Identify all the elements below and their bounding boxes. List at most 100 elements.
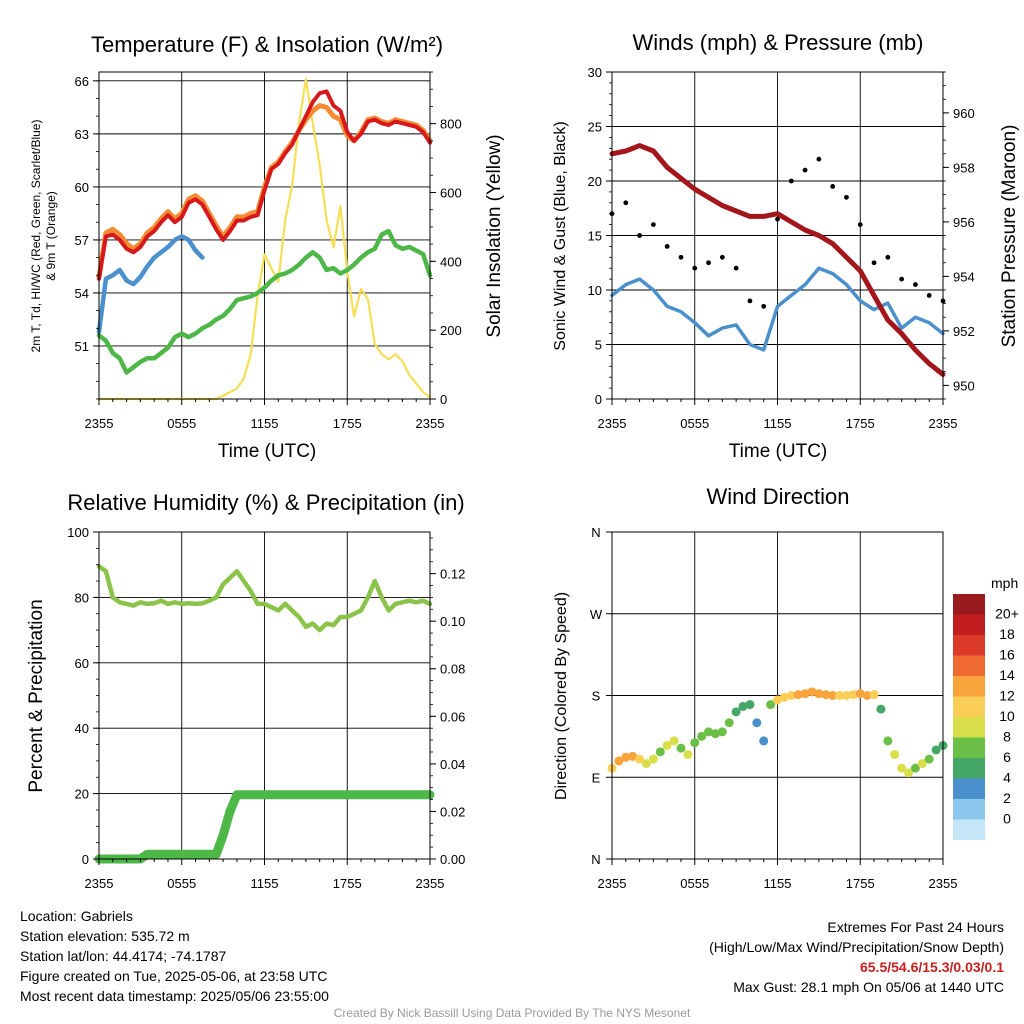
- rh-title: Relative Humidity (%) & Precipitation (i…: [67, 490, 464, 515]
- y-tick-label: N: [591, 852, 600, 867]
- direction-point: [800, 689, 810, 699]
- y-tick-label: 100: [67, 525, 89, 540]
- direction-point: [814, 689, 824, 699]
- gust-point: [678, 254, 684, 260]
- direction-point: [731, 707, 741, 717]
- gust-point: [844, 194, 849, 200]
- gust-point: [899, 276, 905, 282]
- direction-point: [876, 704, 886, 714]
- direction-point: [828, 691, 838, 700]
- direction-point: [807, 687, 817, 697]
- y-tick-label: W: [590, 607, 603, 622]
- x-tick-label: 1755: [846, 876, 875, 891]
- y2-tick-label: 958: [953, 160, 975, 175]
- direction-point: [759, 736, 769, 746]
- direction-point: [683, 750, 693, 760]
- y-tick-label: 80: [75, 590, 89, 605]
- direction-point: [752, 718, 762, 728]
- y-tick-label: S: [592, 689, 601, 704]
- temperature-series: [96, 77, 433, 401]
- direction-point: [717, 727, 727, 737]
- y-tick-label: 63: [75, 127, 89, 142]
- x-tick-label: 2355: [416, 876, 445, 891]
- direction-point: [648, 754, 658, 764]
- gust-point: [857, 222, 863, 228]
- extremes-info: Extremes For Past 24 Hours (High/Low/Max…: [709, 917, 1004, 997]
- x-tick-label: 1755: [333, 416, 362, 431]
- x-tick-label: 1155: [251, 876, 279, 891]
- y2-tick-label: 0.02: [440, 804, 465, 819]
- direction-point: [821, 690, 831, 700]
- station-pressure-line: [609, 143, 946, 377]
- x-tick-label: 2355: [85, 416, 114, 431]
- legend-color-box: [953, 717, 985, 738]
- legend-color-box: [953, 696, 985, 717]
- legend-color-box: [953, 819, 985, 840]
- y-tick-label: 0: [595, 392, 602, 407]
- sonic-wind-line: [610, 266, 945, 352]
- station-info: Location: Gabriels Station elevation: 53…: [20, 906, 329, 1006]
- rh-grid: [99, 531, 430, 860]
- gust-point: [623, 200, 629, 206]
- y-tick-label: 10: [588, 283, 602, 298]
- y2-tick-label: 0: [440, 392, 447, 407]
- x-tick-label: 0555: [167, 416, 196, 431]
- humidity-precip-panel: 2355 0555 1155 1755 2355 0 20 40 60 80 100 0.00 0.02…: [26, 490, 465, 891]
- temperature-xlabel: Time (UTC): [218, 441, 317, 462]
- direction-point: [917, 759, 927, 769]
- temperature-ylabel-left-2: & 9m T (Orange): [44, 191, 58, 281]
- y2-tick-label: 0.08: [440, 662, 465, 677]
- legend-label: 10: [999, 708, 1015, 724]
- direction-point: [779, 692, 789, 702]
- direction-point: [890, 750, 900, 760]
- direction-point: [855, 689, 865, 699]
- y-tick-label: 25: [588, 120, 602, 135]
- legend-color-box: [953, 799, 985, 820]
- rh-ticks: 2355 0555 1155 1755 2355 0 20 40 60 80 100 0.00 0.02…: [67, 525, 465, 891]
- y-tick-label: 66: [75, 74, 89, 89]
- extremes-values: 65.5/54.6/15.3/0.03/0.1: [859, 959, 1004, 975]
- direction-point: [745, 700, 755, 710]
- legend-label: 2: [1003, 790, 1011, 806]
- gust-point: [650, 222, 656, 228]
- x-tick-label: 0555: [167, 876, 196, 891]
- figure-created: Figure created on Tue, 2025-05-06, at 23…: [20, 968, 328, 984]
- direction-point: [835, 691, 845, 700]
- direction-point: [690, 738, 700, 748]
- direction-point: [910, 763, 920, 773]
- y2-tick-label: 960: [953, 106, 975, 121]
- wind-grid: [612, 71, 943, 400]
- wind-xlabel: Time (UTC): [729, 441, 828, 462]
- x-tick-label: 1755: [333, 876, 362, 891]
- direction-point: [621, 752, 631, 762]
- temperature-panel: 2355 0555 1155 1755 2355 51 54 57 60 63 66 0 200 400 6…: [29, 32, 505, 462]
- extremes-title: Extremes For Past 24 Hours: [827, 919, 1004, 935]
- x-tick-label: 2355: [598, 416, 627, 431]
- legend-label: 0: [1003, 811, 1011, 827]
- temp-2m-line: [97, 89, 432, 281]
- gust-point: [733, 265, 739, 271]
- wind-pressure-panel: 2355 0555 1155 1755 2355 0 5 10 15 20 25 30 950 952 95…: [552, 30, 1020, 462]
- x-tick-label: 2355: [929, 416, 958, 431]
- direction-point: [724, 718, 734, 728]
- direction-point: [697, 731, 707, 741]
- rh-ylabel-left: Percent & Precipitation: [26, 599, 47, 792]
- direction-point: [904, 768, 914, 778]
- direction-point: [635, 754, 645, 764]
- y2-tick-label: 600: [440, 185, 462, 200]
- rh-series: [94, 564, 435, 864]
- gust-point: [802, 167, 808, 173]
- direction-point: [669, 736, 679, 746]
- y2-tick-label: 0.00: [440, 852, 465, 867]
- direction-point: [786, 691, 796, 700]
- y2-tick-label: 0.06: [440, 709, 465, 724]
- y-tick-label: 60: [75, 656, 89, 671]
- direction-point: [738, 701, 748, 711]
- direction-point: [614, 756, 624, 766]
- y-tick-label: 57: [75, 233, 89, 248]
- legend-color-box: [953, 758, 985, 779]
- x-tick-label: 0555: [680, 876, 709, 891]
- direction-point: [662, 740, 672, 750]
- y-tick-label: 54: [75, 286, 89, 301]
